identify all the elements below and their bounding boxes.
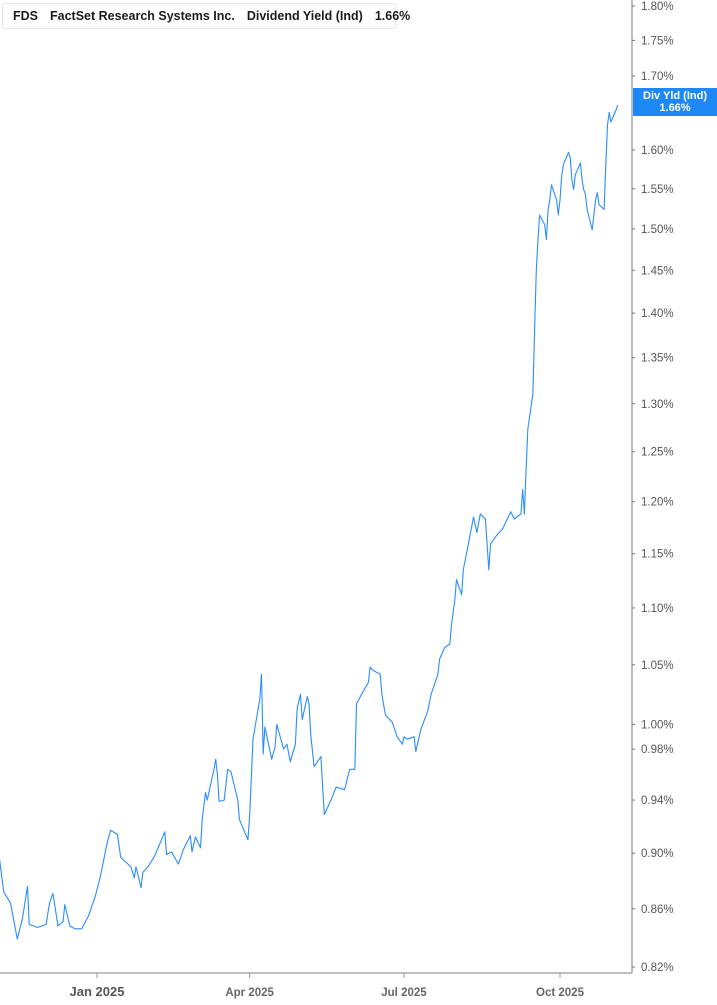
y-tick-label: 0.82% xyxy=(641,962,674,974)
y-tick-label: 1.20% xyxy=(641,497,674,509)
y-tick-label: 1.30% xyxy=(641,399,674,411)
y-tick-label: 0.86% xyxy=(641,904,674,916)
last-value-label: Div Yld (Ind) 1.66% xyxy=(633,88,717,116)
last-value-number: 1.66% xyxy=(659,102,691,114)
x-tick-label: Jan 2025 xyxy=(70,984,125,999)
x-tick-label: Oct 2025 xyxy=(536,987,585,999)
y-tick-label: 1.25% xyxy=(641,447,674,459)
x-axis: Jan 2025 Apr 2025 Jul 2025 Oct 2025 xyxy=(0,972,632,999)
y-tick-label: 0.98% xyxy=(641,744,674,756)
y-tick-label: 1.75% xyxy=(641,35,674,47)
legend-metric: Dividend Yield (Ind) xyxy=(246,9,363,23)
y-tick-label: 1.50% xyxy=(641,224,674,236)
y-tick-label: 1.80% xyxy=(641,1,674,13)
legend-value: 1.66% xyxy=(374,9,411,23)
legend-company: FactSet Research Systems Inc. xyxy=(50,9,235,23)
y-tick-label: 1.15% xyxy=(641,549,674,561)
y-tick-label: 1.00% xyxy=(641,719,674,731)
y-tick-label: 1.35% xyxy=(641,353,674,365)
y-tick-label: 1.70% xyxy=(641,71,674,83)
x-tick-label: Apr 2025 xyxy=(225,987,274,999)
y-axis: 1.80% 1.75% 1.70% 1.60% 1.55% 1.50% 1.45% 1.40%… xyxy=(631,0,674,974)
y-tick-label: 1.55% xyxy=(641,184,674,196)
chart-legend: FDS FactSet Research Systems Inc. Divide… xyxy=(2,3,410,29)
y-tick-label: 1.45% xyxy=(641,265,674,277)
y-tick-label: 1.40% xyxy=(641,308,674,320)
y-tick-label: 0.94% xyxy=(641,795,674,807)
y-tick-label: 1.05% xyxy=(641,660,674,672)
last-value-title: Div Yld (Ind) xyxy=(643,90,707,102)
y-tick-label: 1.60% xyxy=(641,145,674,157)
y-tick-label: 0.90% xyxy=(641,848,674,860)
legend-ticker: FDS xyxy=(13,9,38,23)
x-tick-label: Jul 2025 xyxy=(381,987,427,999)
series-line xyxy=(0,104,619,940)
y-tick-label: 1.10% xyxy=(641,603,674,615)
